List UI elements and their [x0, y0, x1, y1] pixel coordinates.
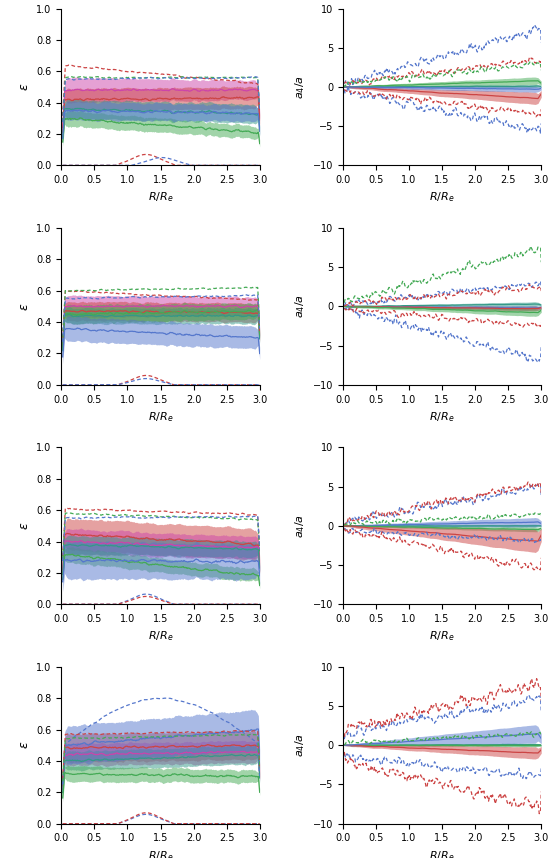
Y-axis label: $a_4/a$: $a_4/a$	[294, 75, 307, 99]
Y-axis label: $\epsilon$: $\epsilon$	[18, 522, 31, 530]
Y-axis label: $\epsilon$: $\epsilon$	[18, 302, 31, 311]
Y-axis label: $\epsilon$: $\epsilon$	[18, 741, 31, 749]
X-axis label: $R/R_e$: $R/R_e$	[148, 630, 174, 644]
X-axis label: $R/R_e$: $R/R_e$	[429, 410, 455, 424]
Y-axis label: $a_4/a$: $a_4/a$	[294, 514, 307, 538]
X-axis label: $R/R_e$: $R/R_e$	[429, 849, 455, 858]
X-axis label: $R/R_e$: $R/R_e$	[429, 630, 455, 644]
X-axis label: $R/R_e$: $R/R_e$	[148, 410, 174, 424]
X-axis label: $R/R_e$: $R/R_e$	[148, 849, 174, 858]
Y-axis label: $a_4/a$: $a_4/a$	[294, 734, 307, 758]
Y-axis label: $a_4/a$: $a_4/a$	[294, 294, 307, 318]
X-axis label: $R/R_e$: $R/R_e$	[429, 190, 455, 204]
Y-axis label: $\epsilon$: $\epsilon$	[18, 83, 31, 91]
X-axis label: $R/R_e$: $R/R_e$	[148, 190, 174, 204]
